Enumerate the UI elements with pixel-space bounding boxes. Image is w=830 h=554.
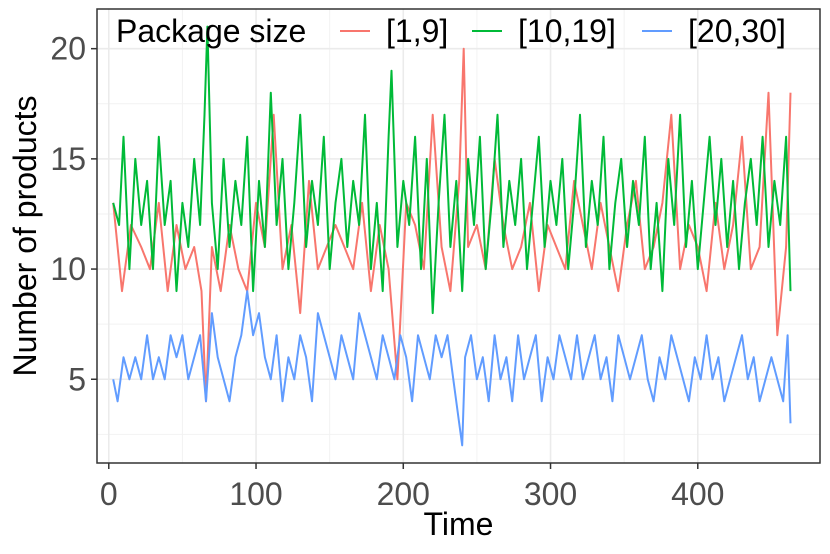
x-axis-title: Time <box>424 506 494 542</box>
series-line-2 <box>112 25 792 315</box>
legend-label-1: [1,9] <box>386 13 448 49</box>
x-axis-ticks: 0 100 200 300 400 <box>100 463 724 512</box>
legend-label-3: [20,30] <box>688 13 786 49</box>
y-axis-title: Number of products <box>7 95 43 376</box>
y-tick-label: 20 <box>50 31 86 67</box>
y-tick-label: 5 <box>68 361 86 397</box>
legend-title: Package size <box>116 13 306 49</box>
y-tick-label: 15 <box>50 141 86 177</box>
y-axis-ticks: 5 10 15 20 <box>50 31 97 397</box>
x-tick-label: 100 <box>229 476 282 512</box>
x-tick-label: 0 <box>100 476 118 512</box>
y-tick-label: 10 <box>50 251 86 287</box>
x-tick-label: 200 <box>377 476 430 512</box>
legend-label-2: [10,19] <box>518 13 616 49</box>
series-line-3 <box>112 290 792 447</box>
series-line-1 <box>112 47 792 403</box>
x-tick-label: 400 <box>671 476 724 512</box>
series-layer <box>112 25 792 447</box>
legend: Package size [1,9] [10,19] [20,30] <box>116 13 786 49</box>
panel-border <box>96 8 821 464</box>
x-tick-label: 300 <box>524 476 577 512</box>
